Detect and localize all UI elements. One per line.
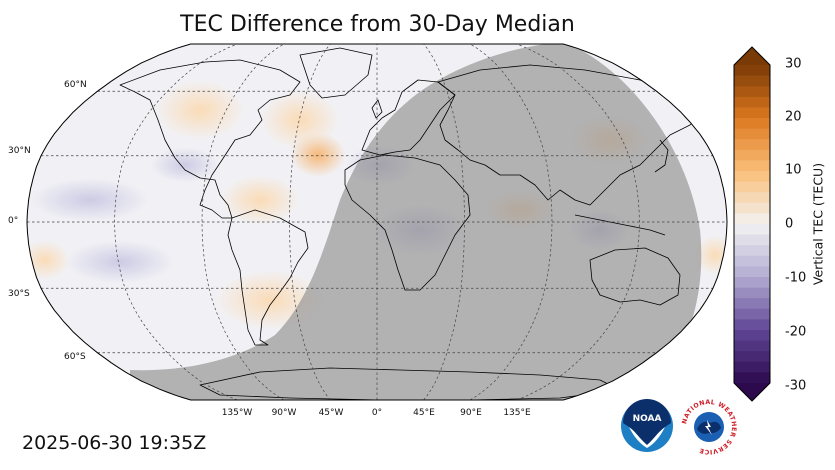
tec-anomaly-positive	[27, 240, 70, 280]
graticule-meridian	[201, 44, 285, 400]
lat-label-0: 0°	[8, 216, 19, 226]
greenland-outline	[299, 47, 373, 99]
tec-anomaly-positive	[155, 80, 245, 140]
lat-label-60n: 60°N	[64, 80, 87, 90]
colorbar-label: Vertical TEC (TECU)	[810, 162, 826, 286]
lon-label-0: 0°	[371, 408, 383, 418]
colorbar-extend-top	[734, 47, 770, 65]
colorbar-band	[734, 139, 770, 151]
colorbar-band	[734, 308, 770, 320]
night-region	[130, 44, 727, 400]
colorbar-band	[734, 319, 770, 331]
africa-outline	[344, 154, 471, 291]
graticule-meridian	[114, 44, 238, 400]
colorbar-band	[734, 86, 770, 98]
colorbar-band	[734, 245, 770, 257]
nws-logo-icon: NATIONAL WEATHER SERVICE	[681, 399, 737, 455]
colorbar-band	[734, 255, 770, 267]
tec-anomaly-negative	[65, 240, 175, 284]
graticule-meridian	[469, 44, 553, 400]
colorbar-tick-0: 0	[785, 216, 794, 232]
lon-label-45e: 45°E	[413, 408, 435, 418]
colorbar-band	[734, 202, 770, 214]
lon-label-45w: 45°W	[318, 408, 344, 418]
tec-anomaly-positive	[220, 175, 300, 225]
colorbar-band	[734, 372, 770, 384]
indonesia-outline	[574, 214, 666, 236]
colorbar-band	[734, 65, 770, 77]
colorbar-band	[734, 118, 770, 130]
colorbar-band	[734, 340, 770, 352]
noaa-logo-icon: NOAA	[621, 399, 673, 452]
colorbar-band	[734, 149, 770, 161]
colorbar-extend-bottom	[734, 383, 770, 401]
graticule-meridian	[516, 44, 640, 400]
colorbar-band	[734, 361, 770, 373]
colorbar-tick-neg20: -20	[785, 324, 807, 340]
south-america-outline	[227, 209, 309, 346]
colorbar-band	[734, 330, 770, 342]
colorbar-band	[734, 160, 770, 172]
colorbar-band	[734, 224, 770, 236]
tec-field	[27, 44, 727, 400]
colorbar-band	[734, 107, 770, 119]
north-america-outline	[119, 59, 301, 219]
colorbar-band	[734, 234, 770, 246]
colorbar-band	[734, 128, 770, 140]
colorbar-band	[734, 266, 770, 278]
graticule-meridian	[289, 44, 331, 400]
colorbar-tick-10: 10	[785, 162, 802, 178]
colorbar-band	[734, 171, 770, 183]
lat-label-30n: 30°N	[8, 146, 31, 156]
colorbar-tick-neg30: -30	[785, 378, 807, 394]
colorbar-outline	[733, 46, 771, 402]
lon-label-135e: 135°E	[503, 408, 531, 418]
figure-title: TEC Difference from 30-Day Median	[180, 12, 575, 37]
globe-outline	[26, 43, 728, 401]
lat-label-30s: 30°S	[8, 289, 30, 299]
colorbar-band	[734, 277, 770, 289]
graticule-meridian	[423, 44, 465, 400]
japan-outline	[654, 139, 669, 173]
tec-anomaly-negative	[150, 147, 220, 183]
lat-label-60s: 60°S	[64, 352, 86, 362]
colorbar-band	[734, 192, 770, 204]
colorbar-band	[734, 213, 770, 225]
colorbar-band	[734, 287, 770, 299]
colorbar-band	[734, 298, 770, 310]
colorbar-tick-30: 30	[785, 56, 802, 72]
colorbar-bands	[734, 47, 770, 401]
colorbar-band	[734, 351, 770, 363]
australia-outline	[589, 247, 681, 306]
lon-label-135w: 135°W	[221, 408, 253, 418]
tec-anomaly-positive	[260, 90, 340, 150]
colorbar-band	[734, 181, 770, 193]
colorbar	[733, 46, 771, 402]
colorbar-band	[734, 96, 770, 108]
colorbar-tick-20: 20	[785, 109, 802, 125]
graticule	[27, 44, 727, 400]
lon-label-90w: 90°W	[271, 408, 297, 418]
timestamp: 2025-06-30 19:35Z	[22, 432, 207, 454]
noaa-logo-text: NOAA	[633, 414, 662, 424]
uk-outline	[371, 99, 383, 119]
colorbar-band	[734, 75, 770, 87]
colorbar-tick-neg10: -10	[785, 270, 807, 286]
tec-anomaly-negative	[30, 178, 150, 222]
lon-label-90e: 90°E	[460, 408, 482, 418]
